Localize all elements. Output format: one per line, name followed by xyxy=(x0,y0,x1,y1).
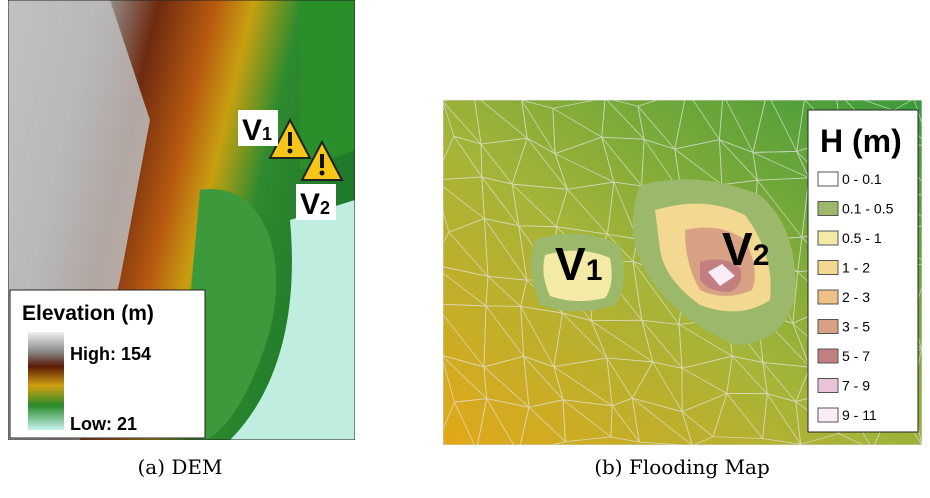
legend-swatch xyxy=(818,172,838,186)
legend-title: Elevation (m) xyxy=(22,302,154,325)
legend-swatch xyxy=(818,261,838,275)
legend-high: High: 154 xyxy=(70,344,151,364)
legend-swatch xyxy=(818,349,838,363)
legend-swatch xyxy=(818,202,838,216)
marker-sub: 2 xyxy=(753,239,770,272)
marker-letter: V xyxy=(555,238,586,290)
legend-title: H (m) xyxy=(820,123,902,159)
legend-label: 1 - 2 xyxy=(842,260,870,276)
bang-dot xyxy=(320,171,325,176)
dem-green xyxy=(300,0,355,170)
marker-sub: 1 xyxy=(586,254,603,287)
bang-dot xyxy=(288,149,293,154)
legend-label: 9 - 11 xyxy=(842,407,877,423)
marker-sub: 1 xyxy=(262,124,272,144)
legend-swatch xyxy=(818,408,838,422)
marker-letter: V xyxy=(242,114,262,147)
marker-sub: 2 xyxy=(320,198,330,218)
flood-legend: H (m) 0 - 0.1 0.1 - 0.5 0.5 - 1 1 - 2 2 - 3 3… xyxy=(808,110,918,432)
marker-letter: V xyxy=(722,223,753,275)
figure: Elevation (m) High: 154 Low: 21 V1 V2 (a… xyxy=(0,0,930,498)
caption: (a) DEM xyxy=(138,455,223,479)
legend-label: 3 - 5 xyxy=(842,319,870,335)
legend-label: 7 - 9 xyxy=(842,378,870,394)
legend-label: 5 - 7 xyxy=(842,348,870,364)
color-ramp xyxy=(28,332,64,430)
marker-letter: V xyxy=(300,188,320,221)
legend-label: 0.1 - 0.5 xyxy=(842,201,894,217)
legend-swatch xyxy=(818,320,838,334)
legend-swatch xyxy=(818,290,838,304)
legend-swatch xyxy=(818,379,838,393)
legend-label: 0 - 0.1 xyxy=(842,171,882,187)
legend-swatch xyxy=(818,231,838,245)
legend-low: Low: 21 xyxy=(70,414,137,434)
dem-legend: Elevation (m) High: 154 Low: 21 xyxy=(10,290,205,438)
legend-label: 2 - 3 xyxy=(842,289,870,305)
bang xyxy=(288,132,292,146)
bang xyxy=(320,154,324,168)
legend-label: 0.5 - 1 xyxy=(842,230,882,246)
caption: (b) Flooding Map xyxy=(594,455,770,479)
